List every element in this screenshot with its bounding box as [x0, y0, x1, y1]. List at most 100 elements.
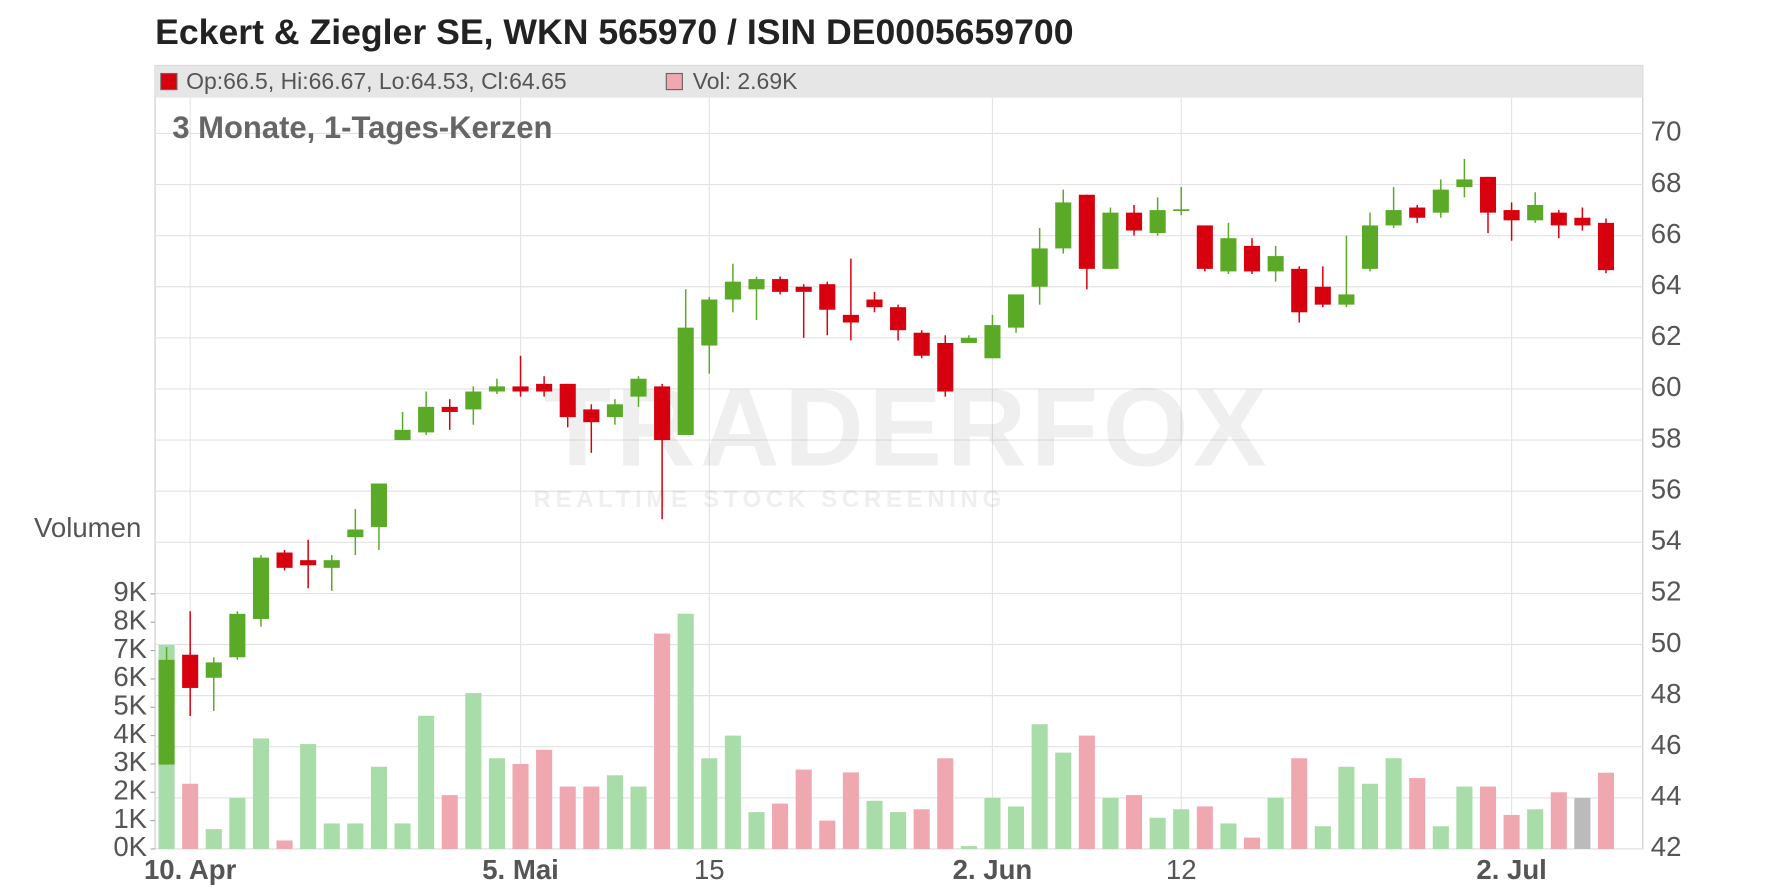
plot-area [154, 64, 1644, 850]
candle-body [323, 560, 340, 568]
candle-body [252, 557, 270, 619]
candle-body [1291, 268, 1308, 313]
candle-body [606, 404, 623, 418]
y2-tick-label: 4K [113, 718, 147, 749]
candle-body [1479, 176, 1497, 213]
y2-tick-label: 6K [113, 661, 147, 692]
candle-body [1432, 189, 1449, 213]
volume-bar [182, 783, 199, 849]
candle-body [1503, 210, 1520, 221]
legend-swatch-ohlc [160, 72, 178, 91]
candle-body [1173, 209, 1190, 212]
watermark-subtext: REALTIME STOCK SCREENING [533, 486, 1005, 513]
candle-body [583, 409, 600, 423]
candle-body [1008, 294, 1025, 328]
candle-body [890, 307, 907, 331]
x-tick-label: 12 [1166, 854, 1197, 885]
candle-body [205, 662, 222, 678]
candle-body [158, 659, 175, 765]
candle-body [1361, 225, 1379, 269]
volume-bar [960, 846, 977, 849]
x-tick-label: 5. Mai [482, 854, 559, 885]
volume-bar [772, 803, 789, 849]
candle-body [394, 429, 411, 441]
volume-bar [394, 823, 411, 849]
volume-bar [842, 772, 859, 849]
volume-bar [488, 758, 505, 849]
candle-body [465, 391, 482, 410]
candle-body [748, 279, 765, 290]
volume-bar [984, 797, 1001, 849]
volume-bar [630, 786, 647, 849]
volume-bar [1527, 809, 1544, 849]
volume-bar [1338, 766, 1355, 849]
x-tick-label: 10. Apr [144, 854, 237, 885]
volume-bar [276, 840, 293, 849]
candle-body [1102, 212, 1119, 269]
candle-body [842, 314, 859, 323]
y2-tick-label: 1K [113, 803, 147, 834]
y-tick-label: 46 [1651, 729, 1682, 760]
y-tick-label: 48 [1651, 678, 1682, 709]
candle-body [559, 383, 576, 418]
volume-bar [606, 775, 623, 849]
volume-bar [1432, 826, 1449, 849]
candle-body [1055, 202, 1072, 249]
candle-body [347, 529, 364, 538]
volume-bar [1008, 806, 1025, 849]
candle-body [1126, 212, 1143, 231]
volume-bar [819, 820, 836, 849]
watermark-text: TRADERFOX [544, 367, 1271, 490]
y-tick-label: 62 [1651, 320, 1682, 351]
volume-bar [654, 633, 671, 849]
candle-body [1527, 204, 1544, 221]
y-tick-label: 44 [1651, 780, 1682, 811]
candle-body [1196, 225, 1213, 269]
volume-bar [937, 758, 954, 849]
volume-bar [1361, 783, 1379, 849]
volume-bar [1078, 735, 1095, 849]
volume-bar [795, 769, 812, 849]
candle-body [1220, 238, 1237, 272]
volume-bar [441, 795, 458, 849]
volume-bar [229, 797, 246, 849]
volume-bar [418, 715, 435, 849]
candle-body [1550, 212, 1567, 226]
volume-bar [1031, 724, 1048, 849]
candle-body [772, 279, 789, 292]
y2-tick-label: 3K [113, 746, 147, 777]
volume-bar [748, 812, 765, 849]
y-tick-label: 64 [1651, 269, 1682, 300]
candle-body [182, 654, 199, 688]
legend-bar [155, 65, 1643, 98]
candle-body [960, 337, 977, 343]
candle-body [276, 552, 293, 568]
candle-body [1149, 210, 1166, 234]
candle-body [512, 386, 529, 392]
y-tick-label: 56 [1651, 473, 1682, 504]
volume-bar [1291, 758, 1308, 849]
volume-bar [1503, 814, 1520, 849]
volume-bar [677, 613, 694, 849]
candle-body [1409, 207, 1426, 218]
volume-bar [1597, 772, 1615, 849]
legend-swatch-volume [665, 72, 683, 91]
volume-bar [347, 823, 364, 849]
candle-body [418, 406, 435, 433]
candle-body [819, 284, 836, 310]
y-tick-label: 70 [1651, 116, 1682, 147]
candle-body [536, 383, 553, 392]
volume-bar [1173, 809, 1190, 849]
volume-bar [1479, 786, 1497, 849]
volume-bar [724, 735, 741, 849]
x-tick-label: 2. Jul [1476, 854, 1546, 885]
volume-bar [1456, 786, 1473, 849]
volume-bar [583, 786, 600, 849]
candle-body [1456, 179, 1473, 188]
volume-bar [370, 766, 387, 849]
volume-bar [1267, 797, 1284, 849]
y2-tick-label: 0K [113, 831, 147, 862]
legend-ohlc: Op:66.5, Hi:66.67, Lo:64.53, Cl:64.65 [186, 68, 567, 94]
